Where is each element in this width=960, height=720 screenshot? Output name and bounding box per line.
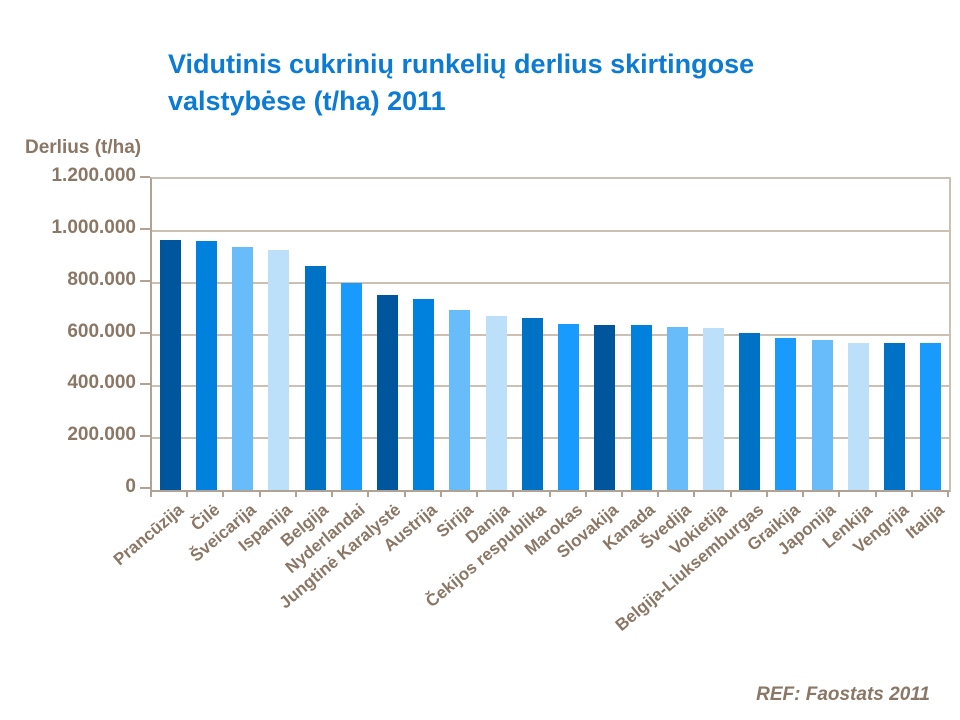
bar xyxy=(558,323,580,490)
bar xyxy=(630,324,652,490)
chart-title: Vidutinis cukrinių runkelių derlius skir… xyxy=(168,46,928,120)
x-tick-mark xyxy=(802,490,805,497)
x-tick-mark xyxy=(584,490,587,497)
x-axis-category-label: Prancūzija xyxy=(109,500,188,570)
chart-title-line2: valstybėse (t/ha) 2011 xyxy=(168,86,446,116)
x-tick-mark xyxy=(512,490,515,497)
y-tick-label: 1.200.000 xyxy=(51,165,136,186)
bar xyxy=(920,343,942,490)
bar xyxy=(340,283,362,490)
y-tick-label: 200.000 xyxy=(67,424,136,446)
y-tick-label: 1.000.000 xyxy=(51,216,136,238)
bar xyxy=(775,338,797,490)
gridline xyxy=(152,333,949,336)
x-tick-mark xyxy=(331,490,334,497)
plot-area xyxy=(150,177,951,492)
y-tick-label: 0 xyxy=(125,476,136,497)
bar xyxy=(811,339,833,490)
x-tick-mark xyxy=(294,490,297,497)
y-tick-mark xyxy=(140,331,150,334)
x-tick-mark xyxy=(765,490,768,497)
x-tick-mark xyxy=(476,490,479,497)
bar xyxy=(413,299,435,490)
x-tick-mark xyxy=(657,490,660,497)
x-tick-mark xyxy=(548,490,551,497)
x-tick-mark xyxy=(258,490,261,497)
bar xyxy=(703,328,725,490)
bar xyxy=(884,343,906,490)
gridline xyxy=(152,437,949,440)
x-tick-mark xyxy=(367,490,370,497)
bar xyxy=(739,332,761,490)
bar xyxy=(304,265,326,490)
bar xyxy=(847,342,869,490)
bar xyxy=(195,240,217,490)
x-tick-mark xyxy=(222,490,225,497)
y-tick-mark xyxy=(140,383,150,386)
x-tick-mark xyxy=(186,490,189,497)
x-tick-mark xyxy=(947,490,949,497)
y-tick-mark xyxy=(140,435,150,438)
y-tick-label: 800.000 xyxy=(67,268,136,290)
x-tick-mark xyxy=(620,490,623,497)
bar xyxy=(521,317,543,490)
y-tick-mark xyxy=(140,279,150,282)
y-tick-label: 400.000 xyxy=(67,372,136,394)
x-tick-mark xyxy=(150,490,152,497)
chart-title-line1: Vidutinis cukrinių runkelių derlius skir… xyxy=(168,49,755,79)
y-tick-mark xyxy=(140,176,150,178)
gridline xyxy=(152,229,949,232)
bar xyxy=(376,295,398,490)
x-tick-mark xyxy=(693,490,696,497)
bar xyxy=(449,310,471,490)
bar xyxy=(232,246,254,490)
gridline xyxy=(152,385,949,388)
bar xyxy=(268,250,290,490)
x-tick-mark xyxy=(874,490,877,497)
reference-note: REF: Faostats 2011 xyxy=(756,684,930,705)
bar xyxy=(666,327,688,490)
bar xyxy=(594,324,616,490)
y-axis-title: Derlius (t/ha) xyxy=(25,137,142,158)
bar xyxy=(159,239,181,490)
gridline xyxy=(152,281,949,284)
x-axis-category-label: Italija xyxy=(902,500,949,543)
y-tick-mark xyxy=(140,227,150,230)
x-tick-mark xyxy=(403,490,406,497)
x-tick-mark xyxy=(910,490,913,497)
x-tick-mark xyxy=(439,490,442,497)
x-tick-mark xyxy=(838,490,841,497)
y-tick-label: 600.000 xyxy=(67,320,136,342)
x-tick-mark xyxy=(729,490,732,497)
bar xyxy=(485,316,507,490)
y-tick-mark xyxy=(140,487,150,489)
